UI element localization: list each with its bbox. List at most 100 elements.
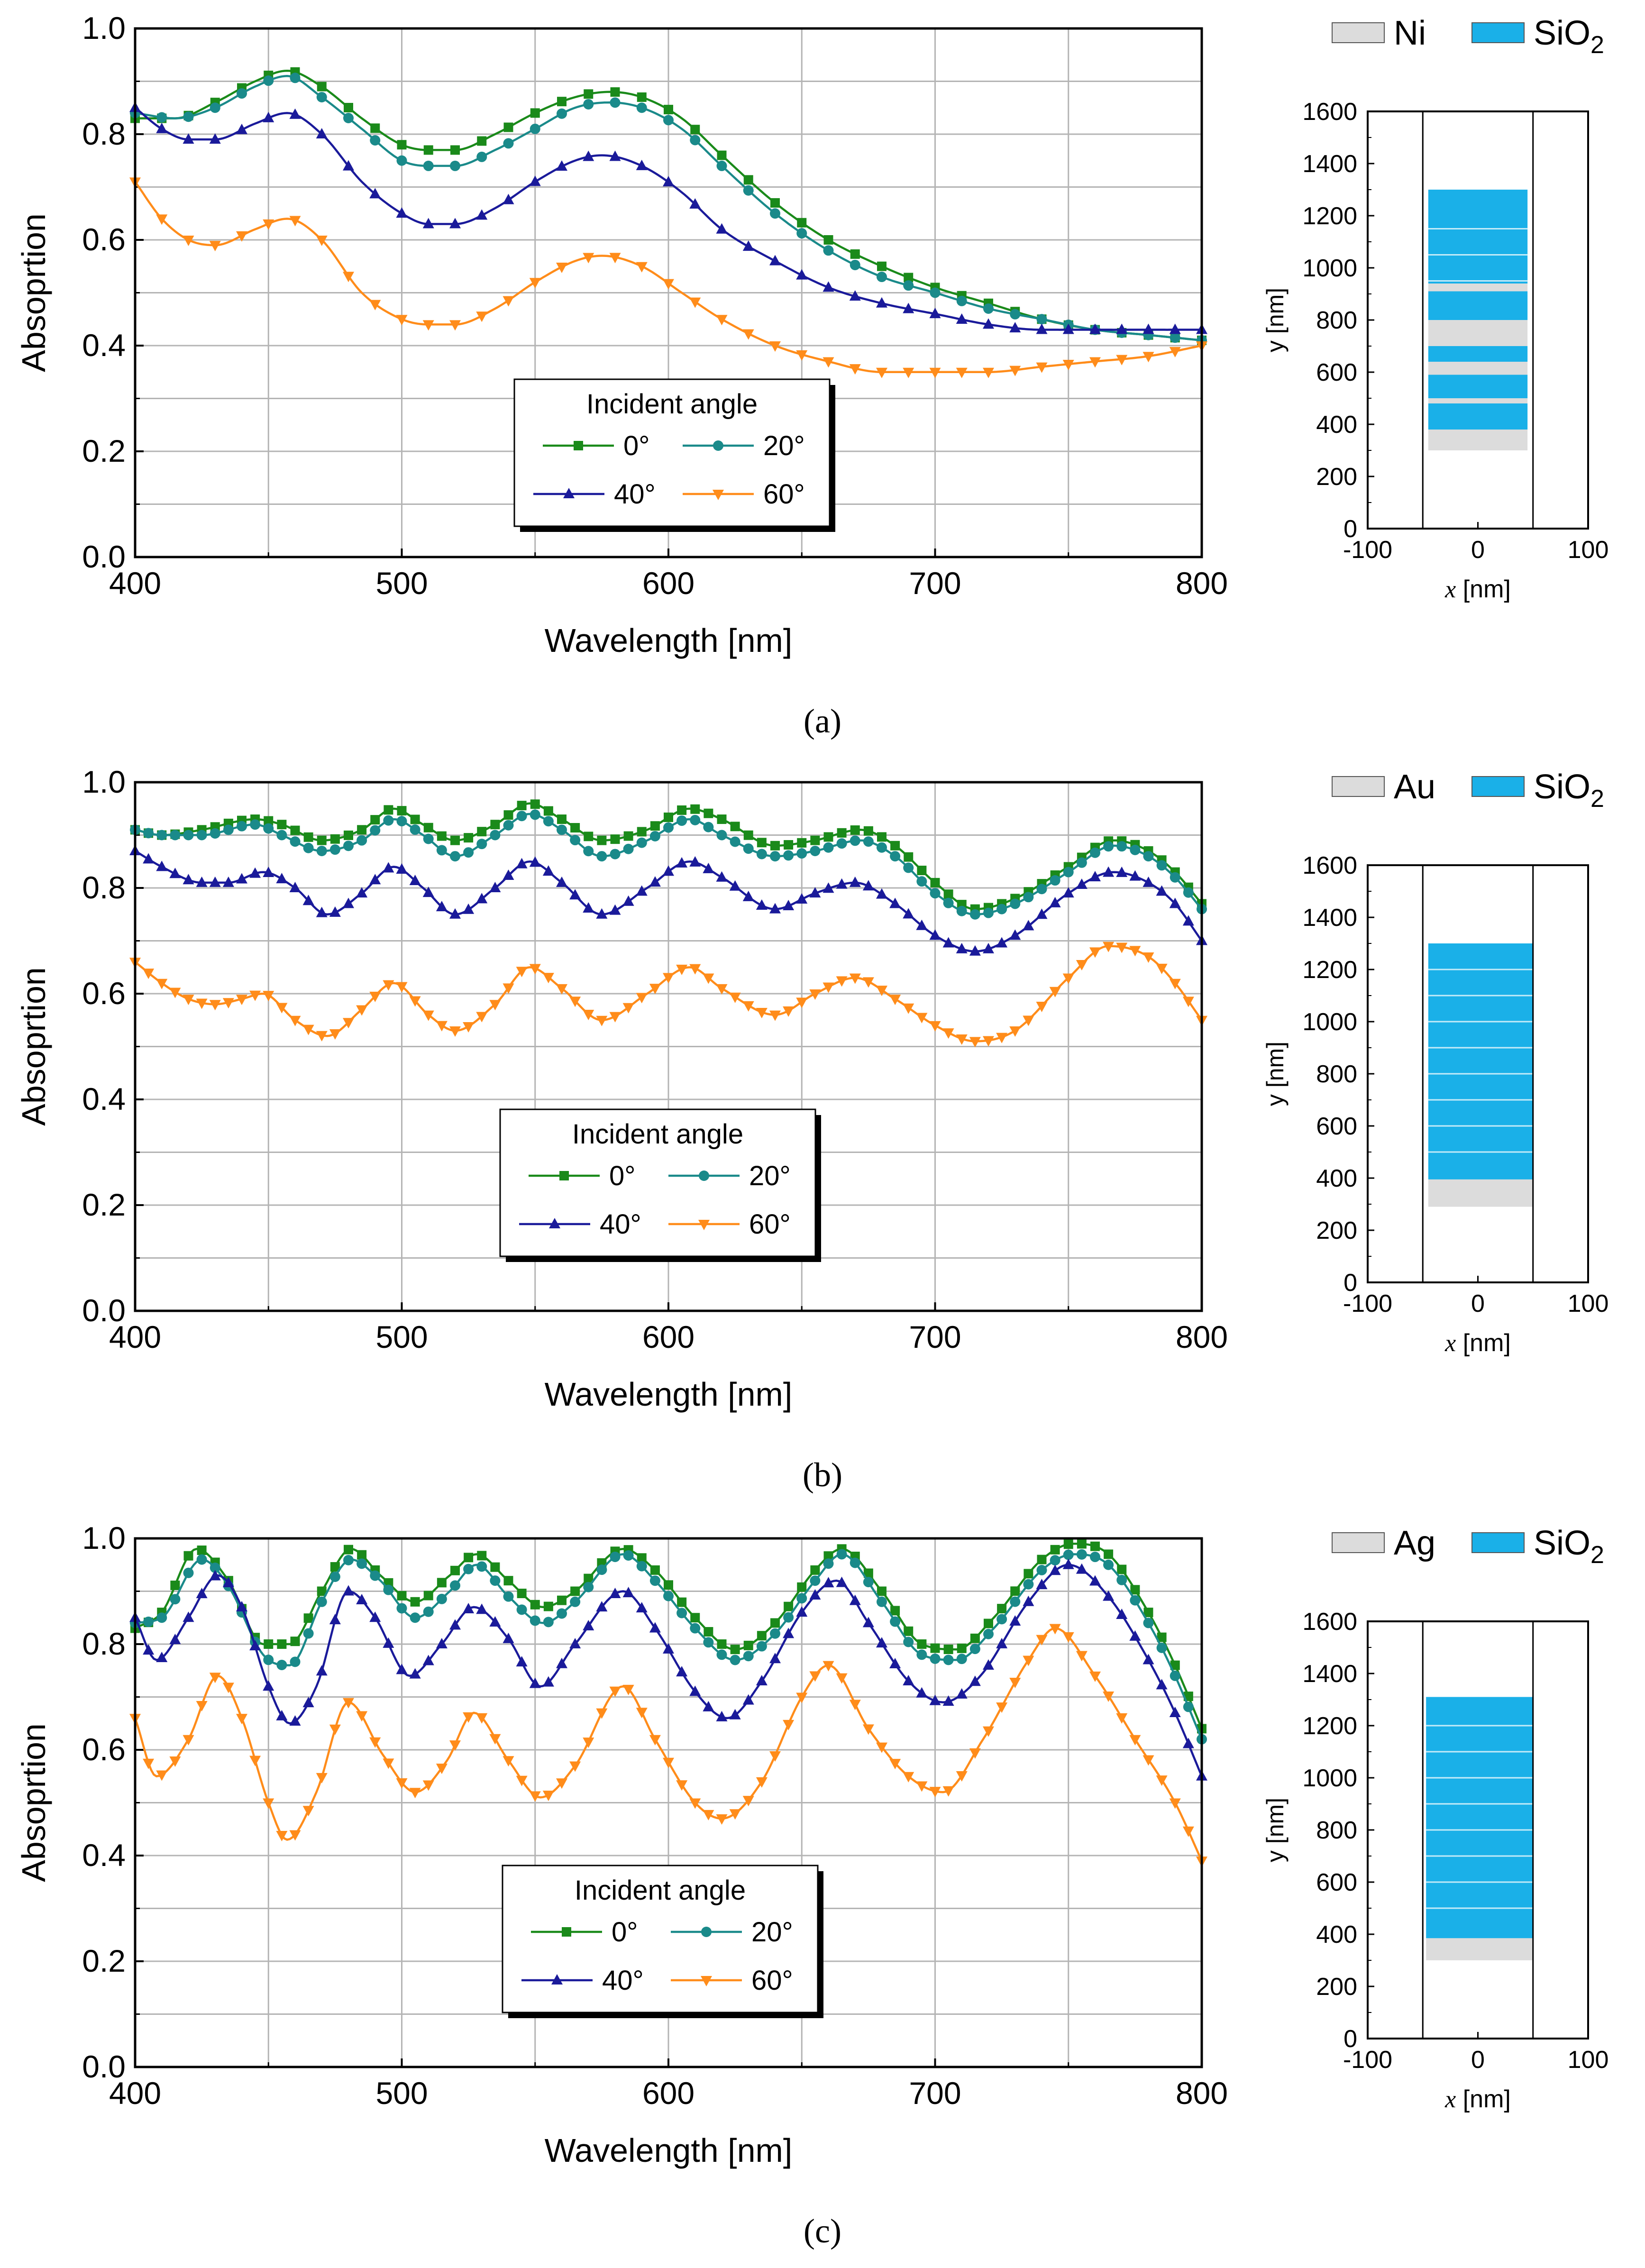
data-point-s0 <box>557 1595 567 1605</box>
data-point-s0 <box>890 1606 900 1616</box>
data-point-s40 <box>422 218 434 229</box>
data-point-s0 <box>917 1639 927 1649</box>
data-point-s40 <box>783 1628 795 1638</box>
data-point-s0 <box>743 1640 753 1650</box>
data-point-s0 <box>930 878 940 887</box>
data-point-s0 <box>370 815 380 825</box>
data-point-s20 <box>610 1551 621 1562</box>
data-point-s40 <box>463 903 475 914</box>
data-point-s0 <box>770 1618 780 1628</box>
data-point-s60 <box>1089 357 1101 368</box>
metal-label: Ni <box>1394 14 1426 52</box>
data-point-s40 <box>862 880 874 891</box>
data-point-s20 <box>530 1615 540 1626</box>
data-point-s0 <box>450 1565 460 1575</box>
data-point-s60 <box>329 1724 341 1735</box>
data-point-s40 <box>276 873 288 884</box>
data-point-s40 <box>822 281 834 292</box>
data-point-s20 <box>1063 867 1074 878</box>
data-point-s40 <box>663 176 674 187</box>
legend-marker-s0 <box>559 1171 569 1180</box>
data-point-s40 <box>796 269 808 280</box>
data-point-s40 <box>1089 871 1101 882</box>
data-point-s20 <box>183 830 194 841</box>
data-point-s60 <box>663 973 674 984</box>
data-point-s40 <box>542 1676 554 1687</box>
data-point-s40 <box>529 175 541 186</box>
y-tick-label: 0.4 <box>82 1081 126 1116</box>
data-point-s0 <box>664 1580 673 1590</box>
y-tick-label: 0.8 <box>82 870 126 905</box>
data-point-s60 <box>343 272 354 283</box>
data-point-s40 <box>449 1619 461 1630</box>
data-point-s0 <box>410 814 420 824</box>
data-point-s40 <box>929 308 941 319</box>
x-tick-label: 600 <box>642 2076 695 2111</box>
data-point-s60 <box>196 998 208 1009</box>
data-point-s40 <box>249 1640 261 1651</box>
data-point-s20 <box>890 851 901 862</box>
data-point-s60 <box>983 1036 994 1047</box>
sio2-base: SiO <box>1534 14 1590 52</box>
data-point-s0 <box>637 1553 647 1563</box>
data-point-s0 <box>664 812 673 822</box>
data-point-s40 <box>503 1632 514 1643</box>
data-point-s0 <box>904 852 914 862</box>
data-point-s40 <box>503 869 514 880</box>
data-point-s40 <box>463 1603 475 1614</box>
data-point-s0 <box>823 832 833 842</box>
data-point-s20 <box>969 909 980 920</box>
data-point-s20 <box>316 91 327 102</box>
data-point-s60 <box>516 967 528 978</box>
data-point-s40 <box>849 290 861 301</box>
data-point-s60 <box>1023 1655 1034 1666</box>
data-point-s20 <box>956 1654 967 1664</box>
data-point-s40 <box>716 871 728 882</box>
data-point-s60 <box>1142 1755 1154 1766</box>
x-axis-unit: [nm] <box>1456 576 1511 603</box>
sio2-layer <box>1428 190 1528 284</box>
data-point-s60 <box>422 1010 434 1021</box>
y-tick-label: 1000 <box>1302 1008 1357 1036</box>
data-point-s20 <box>410 824 420 835</box>
data-point-s60 <box>903 367 914 378</box>
data-point-s40 <box>769 255 781 265</box>
data-point-s20 <box>423 1606 434 1617</box>
data-point-s20 <box>930 1653 941 1664</box>
y-tick-label: 600 <box>1316 359 1357 386</box>
data-point-s40 <box>622 895 634 906</box>
y-tick-label: 200 <box>1316 1973 1357 2001</box>
data-point-s60 <box>889 995 901 1006</box>
data-point-s40 <box>903 302 914 313</box>
data-point-s60 <box>222 1683 234 1693</box>
data-point-s40 <box>1089 323 1101 334</box>
data-point-s60 <box>583 1738 594 1748</box>
data-point-s0 <box>543 1601 553 1611</box>
data-point-s40 <box>529 1677 541 1688</box>
data-point-s40 <box>663 1643 674 1654</box>
data-point-s40 <box>1182 915 1194 926</box>
data-point-s0 <box>384 805 393 815</box>
y-tick-label: 0.4 <box>82 328 126 363</box>
data-point-s20 <box>570 835 581 846</box>
data-point-s40 <box>409 874 421 885</box>
data-point-s0 <box>1104 1549 1114 1559</box>
data-point-s40 <box>676 1666 688 1677</box>
data-point-s0 <box>557 814 567 824</box>
data-point-s60 <box>742 329 754 340</box>
x-tick-label: 500 <box>375 566 428 601</box>
x-tick-label: 0 <box>1471 1290 1485 1317</box>
x-tick-label: 400 <box>109 566 161 601</box>
legend: Incident angle 0° 20° 40° 60° <box>513 378 835 532</box>
data-point-s40 <box>1116 1609 1128 1619</box>
data-point-s60 <box>809 1671 821 1682</box>
data-point-s20 <box>1050 875 1060 886</box>
data-point-s60 <box>503 983 514 994</box>
data-point-s60 <box>703 973 714 984</box>
data-point-s60 <box>876 1742 887 1753</box>
data-point-s20 <box>610 97 621 108</box>
data-point-s20 <box>770 208 780 219</box>
y-tick-label: 0 <box>1343 515 1357 543</box>
sio2-swatch <box>1471 776 1525 797</box>
